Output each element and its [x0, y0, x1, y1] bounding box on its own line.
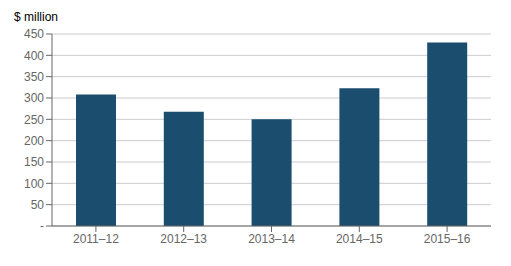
svg-text:150: 150 — [24, 155, 44, 169]
svg-text:200: 200 — [24, 134, 44, 148]
svg-text:400: 400 — [24, 49, 44, 63]
svg-text:2014–15: 2014–15 — [336, 232, 383, 246]
svg-text:300: 300 — [24, 91, 44, 105]
svg-text:50: 50 — [31, 198, 45, 212]
svg-text:250: 250 — [24, 113, 44, 127]
svg-text:100: 100 — [24, 177, 44, 191]
svg-text:-: - — [40, 219, 44, 233]
svg-text:350: 350 — [24, 70, 44, 84]
svg-text:2012–13: 2012–13 — [160, 232, 207, 246]
svg-text:2011–12: 2011–12 — [73, 232, 119, 246]
svg-text:2015–16: 2015–16 — [424, 232, 471, 246]
svg-text:2013–14: 2013–14 — [248, 232, 295, 246]
html-text:$ million: $ million — [14, 10, 58, 24]
svg-text:450: 450 — [24, 27, 44, 41]
